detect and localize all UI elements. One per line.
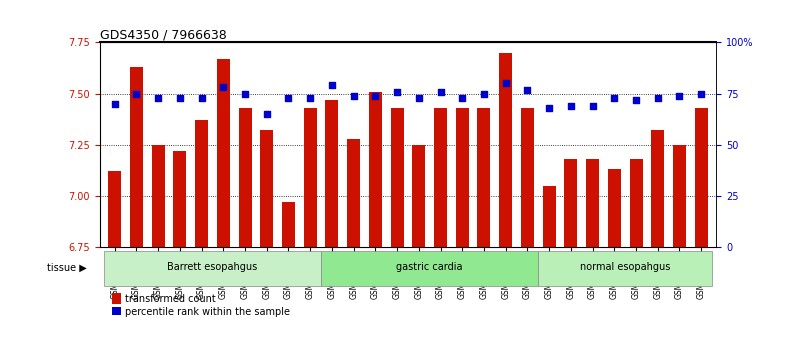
Bar — [391, 108, 404, 247]
Point — [391, 89, 404, 95]
Bar — [456, 108, 469, 247]
Point — [217, 85, 230, 90]
Text: percentile rank within the sample: percentile rank within the sample — [126, 307, 291, 317]
Bar — [673, 145, 686, 247]
Point — [673, 93, 686, 98]
Bar — [304, 108, 317, 247]
Point — [195, 95, 208, 101]
Point — [586, 103, 599, 109]
Point — [108, 101, 121, 107]
FancyBboxPatch shape — [103, 251, 321, 286]
Point — [630, 97, 642, 103]
Bar — [695, 108, 708, 247]
FancyBboxPatch shape — [321, 251, 538, 286]
Text: tissue ▶: tissue ▶ — [48, 262, 88, 272]
Bar — [434, 108, 447, 247]
Bar — [521, 108, 534, 247]
Bar — [564, 159, 577, 247]
Point — [412, 95, 425, 101]
Point — [651, 95, 664, 101]
Point — [260, 111, 273, 117]
Bar — [630, 159, 642, 247]
Bar — [195, 120, 208, 247]
Text: Barrett esopahgus: Barrett esopahgus — [167, 262, 258, 272]
Bar — [478, 108, 490, 247]
Bar — [130, 67, 143, 247]
Point — [543, 105, 556, 111]
Bar — [651, 130, 665, 247]
Bar — [217, 59, 230, 247]
Point — [521, 87, 534, 92]
Bar — [239, 108, 252, 247]
Bar — [282, 202, 295, 247]
Bar — [108, 171, 121, 247]
Bar — [412, 145, 425, 247]
Point — [130, 91, 142, 96]
Point — [152, 95, 165, 101]
Point — [434, 89, 447, 95]
Text: gastric cardia: gastric cardia — [396, 262, 463, 272]
Point — [608, 95, 621, 101]
Point — [456, 95, 469, 101]
Bar — [174, 151, 186, 247]
FancyBboxPatch shape — [538, 251, 712, 286]
Text: GDS4350 / 7966638: GDS4350 / 7966638 — [100, 28, 226, 41]
Bar — [369, 92, 382, 247]
Bar — [326, 100, 338, 247]
Point — [564, 103, 577, 109]
Point — [304, 95, 317, 101]
Point — [695, 91, 708, 96]
Point — [326, 82, 338, 88]
Point — [499, 81, 512, 86]
Text: normal esopahgus: normal esopahgus — [580, 262, 670, 272]
Bar — [586, 159, 599, 247]
Text: transformed count: transformed count — [126, 294, 217, 304]
Bar — [151, 145, 165, 247]
Point — [347, 93, 360, 98]
Bar — [111, 307, 121, 318]
Bar — [260, 130, 273, 247]
Bar — [111, 293, 121, 304]
Bar — [608, 169, 621, 247]
Bar — [543, 185, 556, 247]
Point — [282, 95, 295, 101]
Point — [478, 91, 490, 96]
Point — [239, 91, 252, 96]
Point — [174, 95, 186, 101]
Bar — [499, 53, 512, 247]
Point — [369, 93, 382, 98]
Bar — [347, 138, 360, 247]
